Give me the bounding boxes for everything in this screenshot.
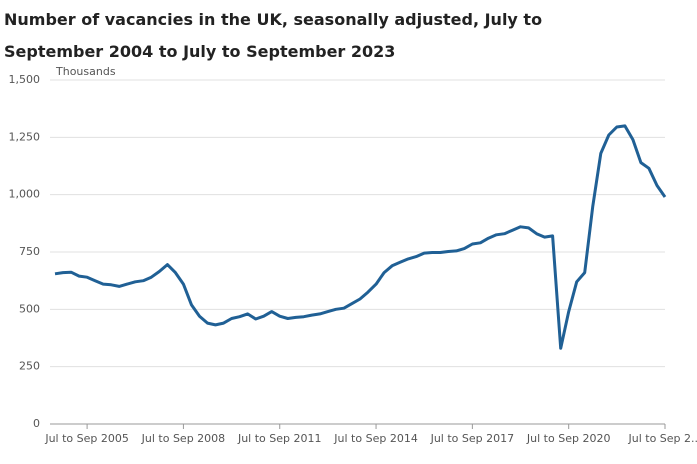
x-tick-label: Jul to Sep 2005 [44, 432, 129, 445]
y-tick-label: 1,500 [9, 73, 41, 86]
y-tick-label: 750 [19, 245, 40, 258]
x-tick-label: Jul to Sep 2011 [237, 432, 322, 445]
y-tick-label: 0 [33, 417, 40, 430]
y-tick-label: 500 [19, 302, 40, 315]
x-tick-label: Jul to Sep 2017 [430, 432, 515, 445]
x-tick-label: Jul to Sep 2008 [141, 432, 226, 445]
x-tick-label: Jul to Sep 2... [627, 432, 697, 445]
chart-title: Number of vacancies in the UK, seasonall… [4, 10, 543, 61]
x-tick-label: Jul to Sep 2014 [333, 432, 418, 445]
data-line [54, 124, 667, 350]
x-tick-label: Jul to Sep 2020 [526, 432, 611, 445]
y-tick-label: 250 [19, 360, 40, 373]
y-axis-label: Thousands [55, 65, 116, 78]
y-tick-label: 1,250 [9, 130, 41, 143]
y-tick-label: 1,000 [9, 188, 41, 201]
